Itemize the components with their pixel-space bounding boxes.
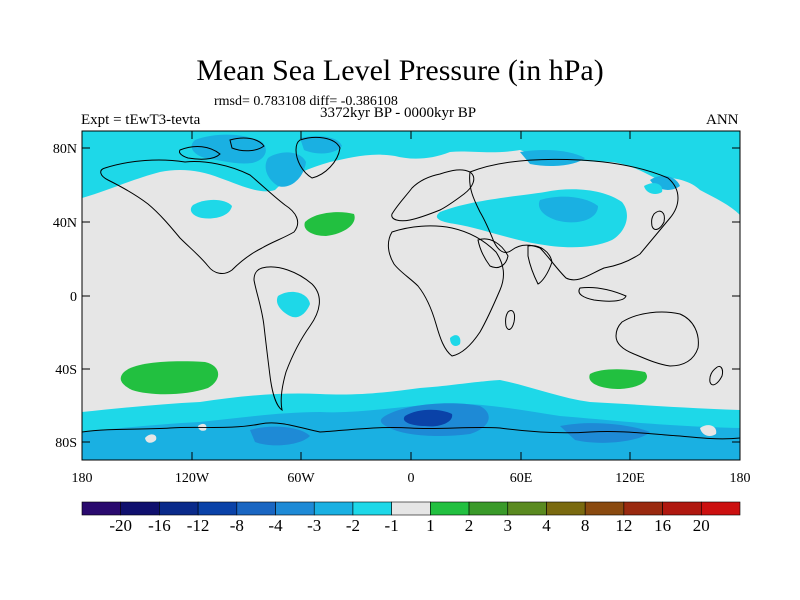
new-zealand-coastline: [709, 365, 723, 386]
colorbar-label: -3: [307, 516, 322, 535]
colorbar-label: 4: [542, 516, 551, 535]
lon-label: 60W: [287, 471, 315, 486]
asia-coastline: [469, 158, 679, 281]
colorbar-box: [662, 501, 702, 516]
india-coastline: [527, 245, 553, 285]
colorbar-box: [623, 501, 663, 516]
africa-coastline: [387, 225, 504, 357]
colorbar-label: -4: [268, 516, 283, 535]
colorbar-box: [468, 501, 509, 516]
colorbar-label: -16: [148, 516, 171, 535]
arctic-islands-coastline: [229, 137, 265, 152]
colorbar: [81, 501, 741, 516]
lon-ticks: [191, 131, 631, 460]
lon-label: 0: [408, 471, 415, 486]
north-blue-patch: [265, 152, 306, 187]
season-label: ANN: [706, 112, 739, 128]
antarctica-coastline: [82, 422, 740, 440]
stats-text: rmsd= 0.783108 diff= -0.386108: [214, 94, 398, 109]
north-america-coastline: [100, 159, 299, 274]
south-pacific-green-region: [120, 361, 219, 395]
south-mid-blue-patch: [250, 426, 310, 446]
colorbar-box: [584, 501, 625, 516]
colorbar-box: [391, 501, 431, 516]
japan-coastline: [651, 210, 665, 230]
indian-ocean-green-region: [589, 369, 648, 389]
asia-blue-patch: [538, 196, 598, 223]
south-mid-blue-patch: [560, 423, 650, 443]
africa-cyan-region: [450, 335, 461, 346]
lat-label: 40N: [53, 216, 77, 231]
arctic-islands-coastline: [179, 146, 221, 160]
colorbar-label: 1: [426, 516, 435, 535]
lon-label: 120W: [175, 471, 210, 486]
north-blue-patch: [191, 134, 266, 164]
experiment-label: Expt = tEwT3-tevta: [81, 112, 201, 128]
colorbar-label: -20: [109, 516, 133, 535]
namerica-cyan-region: [190, 199, 232, 219]
colorbar-box: [546, 501, 586, 516]
lat-label: 40S: [55, 363, 77, 378]
north-blue-patch: [520, 150, 585, 166]
europe-coastline: [391, 169, 475, 222]
pressure-field: [82, 131, 740, 460]
colorbar-box: [159, 501, 199, 516]
atlantic-green-region: [304, 212, 355, 236]
coastlines: [82, 136, 740, 440]
colorbar-label: -2: [345, 516, 361, 535]
greenland-coastline: [295, 136, 341, 179]
indonesia-coastline: [578, 287, 627, 302]
pacific-cyan-dot: [644, 183, 663, 194]
colorbar-box: [313, 501, 354, 516]
neutral-patch: [700, 425, 717, 436]
colorbar-label: -1: [384, 516, 399, 535]
neutral-patch: [145, 434, 157, 443]
samerica-cyan-region: [276, 291, 310, 318]
colorbar-label: 16: [654, 516, 672, 535]
colorbar-box: [700, 501, 741, 516]
lon-label: 180: [72, 471, 93, 486]
lon-label: 120E: [615, 471, 645, 486]
colorbar-label: 20: [692, 516, 710, 535]
lon-label: 60E: [510, 471, 533, 486]
colorbar-label: 3: [503, 516, 513, 535]
colorbar-box: [120, 501, 160, 516]
colorbar-box: [352, 501, 392, 516]
lat-label: 0: [70, 290, 77, 305]
colorbar-box: [236, 501, 276, 516]
arabia-coastline: [477, 238, 509, 269]
lat-label: 80N: [53, 142, 77, 157]
colorbar-box: [81, 501, 122, 516]
colorbar-box: [507, 501, 547, 516]
lon-label: 180: [730, 471, 751, 486]
lat-label: 80S: [55, 436, 77, 451]
madagascar-coastline: [505, 309, 515, 330]
colorbar-label: -12: [186, 516, 210, 535]
south-dark-blue-core: [403, 409, 453, 427]
colorbar-box: [275, 501, 315, 516]
australia-coastline: [615, 311, 699, 367]
colorbar-label: 8: [580, 516, 590, 535]
south-america-coastline: [253, 266, 320, 412]
colorbar-box: [197, 501, 238, 516]
colorbar-box: [430, 501, 470, 516]
lat-ticks: [82, 147, 740, 443]
colorbar-label: -8: [229, 516, 244, 535]
map-title: Mean Sea Level Pressure (in hPa): [196, 54, 604, 87]
colorbar-label: 12: [615, 516, 633, 535]
colorbar-label: 2: [464, 516, 474, 535]
period-label: 3372kyr BP - 0000kyr BP: [320, 105, 477, 121]
